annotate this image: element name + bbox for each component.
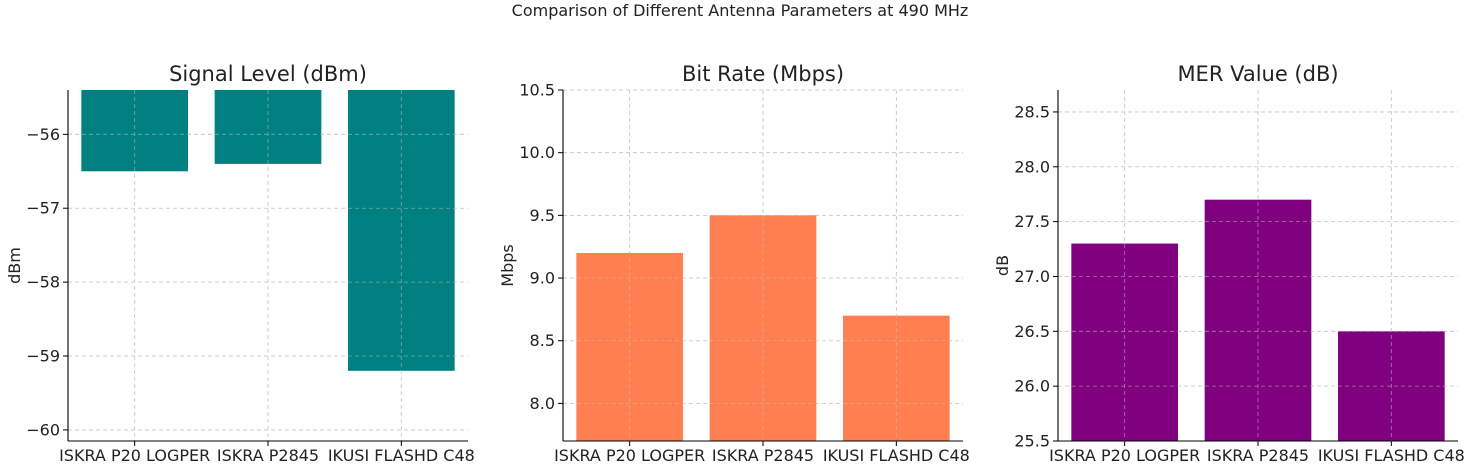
chart-panel-1: Signal Level (dBm) −60 −59 −58 −57 −56 ISKRA P… [5,62,475,465]
y-axis-label: dB [993,255,1012,276]
y-tick-label: 9.5 [530,206,555,225]
y-tick-label: 27.0 [1014,267,1050,286]
y-tick-label: 10.5 [519,81,555,100]
x-tick-label: ISKRA P20 LOGPER [1049,446,1200,465]
panel-title: Signal Level (dBm) [169,62,367,86]
x-tick-label: ISKRA P20 LOGPER [59,446,210,465]
bar-2 [1204,199,1312,441]
x-tick-label: ISKRA P2845 [217,446,319,465]
chart-panels: Signal Level (dBm) −60 −59 −58 −57 −56 ISKRA P… [5,62,1465,465]
x-tick-label: ISKRA P2845 [712,446,814,465]
y-tick-label: 25.5 [1014,432,1050,451]
chart-panel-3: MER Value (dB) 25.5 26.0 26.5 27.0 27.5 28.0 28… [993,62,1465,465]
y-tick-label: 27.5 [1014,212,1050,231]
x-tick-label: ISKRA P20 LOGPER [554,446,705,465]
panel-title: MER Value (dB) [1177,62,1338,86]
bar-1 [576,252,683,441]
x-tick-label: IKUSI FLASHD C48 [1318,446,1465,465]
figure-title: Comparison of Different Antenna Paramete… [512,1,969,20]
y-tick-label: −58 [26,273,60,292]
y-tick-label: 28.0 [1014,157,1050,176]
y-tick-label: −59 [26,347,60,366]
y-tick-label: −60 [26,420,60,439]
y-tick-label: 26.5 [1014,322,1050,341]
x-tick-label: ISKRA P2845 [1207,446,1309,465]
y-tick-label: −56 [26,125,60,144]
panel-title: Bit Rate (Mbps) [682,62,844,86]
x-tick-label: IKUSI FLASHD C48 [823,446,970,465]
y-tick-label: 26.0 [1014,377,1050,396]
y-axis-label: Mbps [498,244,517,286]
y-tick-label: −57 [26,199,60,218]
y-tick-label: 8.0 [530,394,555,413]
y-tick-label: 28.5 [1014,102,1050,121]
y-tick-label: 8.5 [530,331,555,350]
chart-panel-2: Bit Rate (Mbps) 8.0 8.5 9.0 9.5 10.0 10.5 ISKRA… [498,62,970,465]
x-tick-label: IKUSI FLASHD C48 [328,446,475,465]
bar-1 [81,90,188,172]
y-tick-label: 10.0 [519,143,555,162]
y-axis-label: dBm [5,247,24,284]
y-tick-label: 9.0 [530,269,555,288]
